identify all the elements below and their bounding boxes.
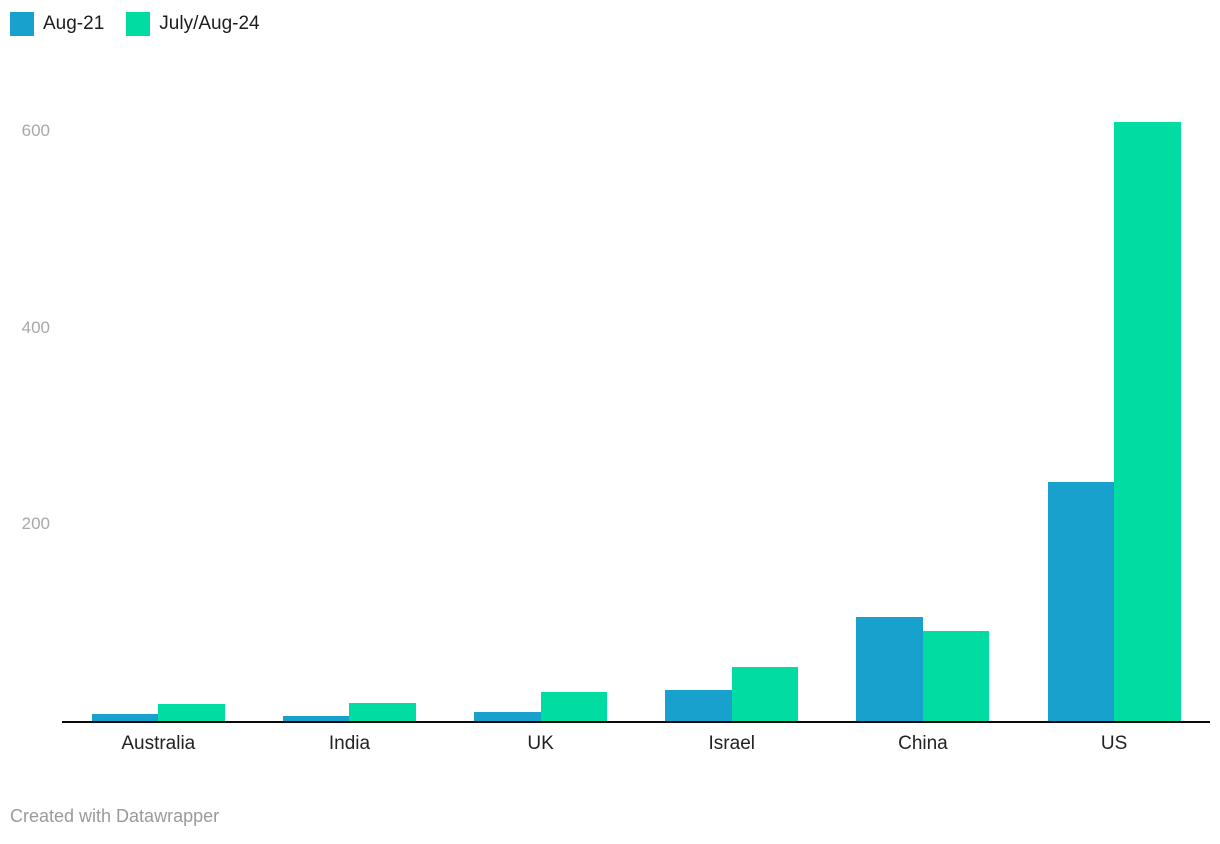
legend-item-july-aug-24: July/Aug-24 — [126, 12, 260, 36]
legend-swatch-icon — [126, 12, 151, 36]
category-label-uk: UK — [527, 733, 554, 754]
bar-july-aug-24-china — [922, 630, 990, 721]
legend-swatch-icon — [10, 12, 34, 36]
chart-legend: Aug-21 July/Aug-24 — [10, 12, 260, 36]
bar-july-aug-24-us — [1114, 122, 1181, 721]
bar-july-aug-24-india — [349, 703, 416, 721]
y-axis-tick-600: 600 — [21, 120, 50, 140]
category-label-us: US — [1100, 733, 1128, 754]
datawrapper-credit: Created with Datawrapper — [10, 806, 220, 826]
category-label-china: China — [898, 733, 948, 754]
category-label-india: India — [328, 733, 371, 754]
legend-item-aug-21: Aug-21 — [10, 12, 104, 36]
y-axis-tick-400: 400 — [21, 317, 50, 337]
bar-aug-21-china — [856, 616, 923, 721]
category-label-israel: Israel — [708, 733, 755, 754]
legend-label: Aug-21 — [43, 13, 105, 34]
bar-july-aug-24-israel — [731, 666, 799, 721]
category-label-australia: Australia — [121, 733, 196, 754]
bar-aug-21-israel — [665, 689, 732, 721]
bar-aug-21-india — [282, 716, 350, 721]
bar-july-aug-24-australia — [158, 704, 225, 721]
legend-label: July/Aug-24 — [159, 13, 260, 34]
x-axis-baseline — [62, 720, 1210, 723]
bar-july-aug-24-uk — [540, 692, 608, 721]
y-axis-tick-200: 200 — [21, 514, 50, 534]
bar-aug-21-us — [1047, 482, 1115, 721]
bar-aug-21-uk — [474, 712, 541, 721]
bar-aug-21-australia — [91, 714, 159, 721]
